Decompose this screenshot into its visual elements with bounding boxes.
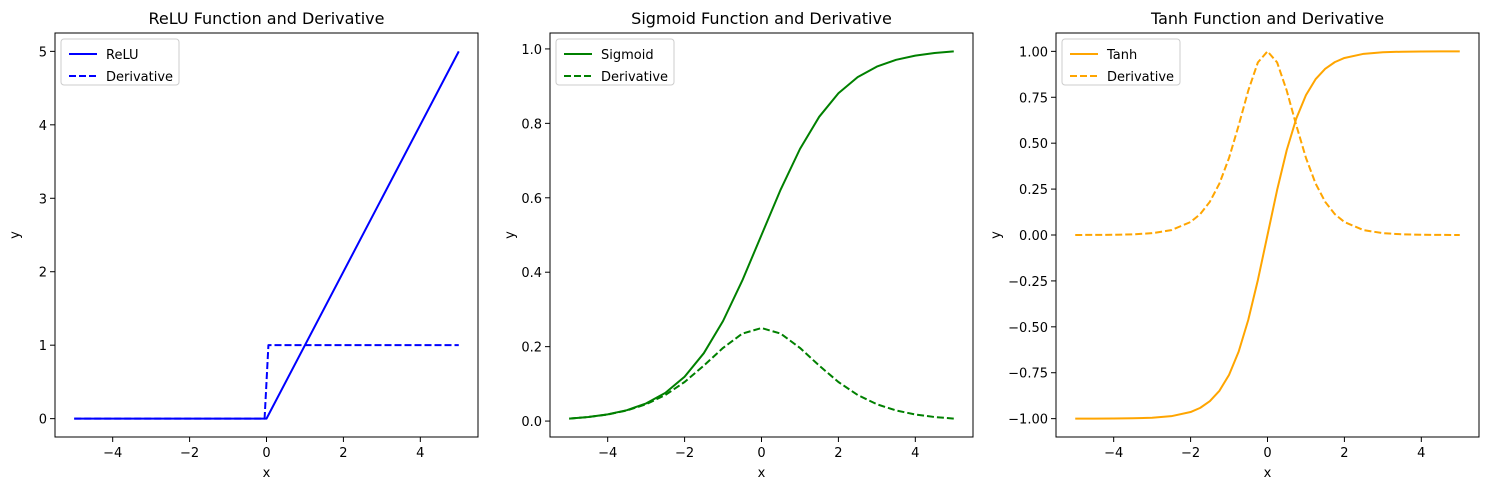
- y-tick-label: 0.8: [521, 117, 542, 132]
- legend: Sigmoid Derivative: [555, 38, 675, 86]
- x-axis-label: x: [758, 466, 766, 481]
- x-tick-label: 2: [339, 446, 347, 461]
- y-tick-label: 0.2: [521, 341, 542, 356]
- chart-panel-2: Sigmoid Function and Derivative −4 −2 0 2 4 0.…: [503, 9, 974, 481]
- y-axis-label: y: [503, 231, 518, 239]
- legend-label: Derivative: [601, 70, 668, 85]
- y-tick-label: 1: [39, 339, 47, 354]
- x-tick-label: −2: [1181, 446, 1200, 461]
- y-tick-label: −0.75: [1008, 367, 1048, 382]
- chart-title: Sigmoid Function and Derivative: [631, 9, 892, 28]
- y-tick-label: 0.75: [1019, 91, 1048, 106]
- series-line-derivative: [569, 327, 954, 420]
- y-tick-label: 0.25: [1019, 183, 1048, 198]
- y-axis-label: y: [8, 231, 23, 239]
- y-tick-label: 0.50: [1019, 137, 1048, 152]
- legend-box: [1061, 38, 1181, 86]
- x-tick-label: 4: [416, 446, 424, 461]
- y-tick-label: 0.0: [521, 415, 542, 430]
- legend: Tanh Derivative: [1061, 38, 1181, 86]
- series-line-derivative: [1075, 50, 1460, 236]
- legend: ReLU Derivative: [60, 38, 180, 86]
- y-tick-label: 1.00: [1019, 45, 1048, 60]
- chart-title: Tanh Function and Derivative: [1150, 9, 1384, 28]
- y-axis-label: y: [989, 231, 1004, 239]
- x-tick-label: 2: [1340, 446, 1348, 461]
- legend-label: Derivative: [1107, 70, 1174, 85]
- legend-label: Sigmoid: [601, 48, 654, 63]
- chart-panel-1: ReLU Function and Derivative −4 −2 0 2 4 0 1 2 3 4…: [8, 9, 479, 481]
- x-tick-label: −4: [598, 446, 617, 461]
- y-tick-label: −0.50: [1008, 321, 1048, 336]
- x-tick-label: −2: [180, 446, 199, 461]
- x-tick-label: −2: [675, 446, 694, 461]
- legend-box: [555, 38, 675, 86]
- y-tick-label: 4: [39, 119, 47, 134]
- chart-title: ReLU Function and Derivative: [149, 9, 385, 28]
- series-line-tanh: [1075, 50, 1460, 420]
- legend-label: Derivative: [106, 70, 173, 85]
- x-tick-label: 2: [834, 446, 842, 461]
- y-tick-label: 3: [39, 192, 47, 207]
- x-axis-label: x: [1264, 466, 1272, 481]
- y-tick-label: 0.00: [1019, 229, 1048, 244]
- x-tick-label: 4: [911, 446, 919, 461]
- y-tick-label: −1.00: [1008, 413, 1048, 428]
- x-tick-label: 0: [757, 446, 765, 461]
- y-tick-label: 5: [39, 45, 47, 60]
- series-line-sigmoid: [569, 50, 954, 420]
- x-tick-label: 0: [262, 446, 270, 461]
- chart-panel-3: Tanh Function and Derivative −4 −2 0 2 4 −1.00…: [989, 9, 1480, 481]
- x-tick-label: −4: [1104, 446, 1123, 461]
- y-tick-label: 0.6: [521, 192, 542, 207]
- y-tick-label: 0: [39, 413, 47, 428]
- y-tick-label: 2: [39, 266, 47, 281]
- y-tick-label: 1.0: [521, 43, 542, 58]
- x-tick-label: −4: [103, 446, 122, 461]
- x-axis-label: x: [263, 466, 271, 481]
- legend-label: ReLU: [106, 48, 139, 63]
- x-tick-label: 4: [1417, 446, 1425, 461]
- series-line-derivative: [74, 344, 459, 420]
- x-tick-label: 0: [1263, 446, 1271, 461]
- legend-label: Tanh: [1106, 48, 1137, 63]
- y-tick-label: −0.25: [1008, 275, 1048, 290]
- legend-box: [60, 38, 180, 86]
- y-tick-label: 0.4: [521, 266, 542, 281]
